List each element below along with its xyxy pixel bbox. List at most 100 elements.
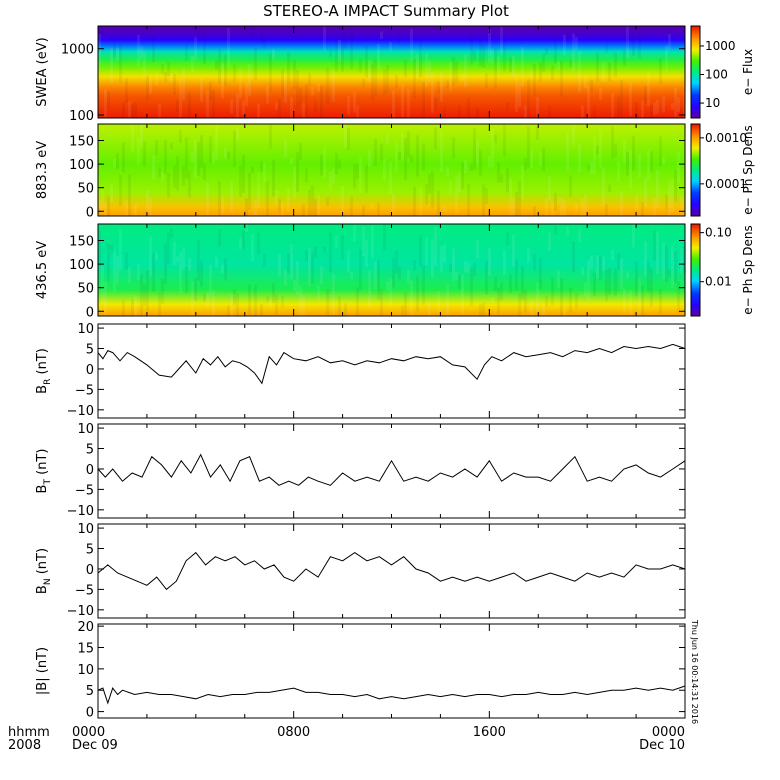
heatmap-texture [389, 278, 392, 307]
heatmap-texture [158, 167, 161, 178]
heatmap-texture [194, 140, 197, 178]
heatmap-texture [551, 277, 554, 306]
heatmap-texture [335, 235, 338, 248]
heatmap-texture [308, 189, 311, 216]
heatmap-texture [314, 99, 317, 113]
heatmap-texture [428, 60, 431, 83]
heatmap-texture [494, 47, 497, 89]
heatmap-texture [209, 81, 212, 101]
heatmap-texture [617, 96, 620, 118]
heatmap-texture [263, 39, 266, 50]
heatmap-texture [404, 291, 407, 316]
heatmap-texture [254, 285, 257, 316]
heatmap-texture [602, 61, 605, 82]
heatmap-texture [173, 241, 176, 266]
heatmap-texture [515, 259, 518, 291]
y-tick-label: 100 [69, 109, 94, 124]
heatmap-texture [530, 148, 533, 169]
heatmap-texture [293, 280, 296, 291]
heatmap-texture [584, 194, 587, 216]
heatmap-texture [575, 202, 578, 212]
heatmap-texture [182, 68, 185, 101]
heatmap-texture [395, 74, 398, 89]
ylabel-bt: BT (nT) [35, 449, 53, 494]
y-tick-label: 5 [86, 343, 94, 358]
heatmap-texture [680, 107, 683, 118]
heatmap-texture [218, 48, 221, 84]
heatmap-texture [560, 60, 563, 97]
heatmap-texture [620, 259, 623, 290]
heatmap-texture [251, 26, 254, 38]
heatmap-texture [608, 267, 611, 296]
heatmap-texture [248, 172, 251, 210]
heatmap-texture [98, 230, 101, 267]
heatmap-texture [335, 153, 338, 175]
heatmap-texture [449, 61, 452, 91]
panel-frame-bmag [97, 623, 686, 719]
heatmap-texture [191, 56, 194, 74]
heatmap-texture [554, 38, 557, 64]
heatmap-texture [110, 244, 113, 253]
heatmap-texture [209, 136, 212, 163]
heatmap-texture [167, 172, 170, 198]
heatmap-texture [368, 60, 371, 83]
heatmap-texture [437, 190, 440, 215]
heatmap-texture [623, 139, 626, 164]
heatmap-texture [614, 144, 617, 157]
heatmap-texture [632, 33, 635, 56]
heatmap-texture [113, 158, 116, 168]
heatmap-texture [200, 260, 203, 287]
heatmap-texture [398, 35, 401, 44]
heatmap-texture [326, 67, 329, 105]
heatmap-texture [386, 281, 389, 291]
heatmap-texture [119, 228, 122, 270]
heatmap-texture [575, 36, 578, 51]
heatmap-texture [482, 42, 485, 68]
colorbar-label-swea: e− Flux [741, 49, 755, 95]
heatmap-texture [635, 101, 638, 118]
heatmap-texture [644, 241, 647, 276]
heatmap-texture [146, 270, 149, 312]
heatmap-texture [473, 263, 476, 277]
heatmap-texture [377, 260, 380, 300]
heatmap-texture [365, 164, 368, 193]
heatmap-texture [416, 54, 419, 78]
heatmap-texture [677, 152, 680, 183]
heatmap-texture [188, 91, 191, 118]
heatmap-texture [542, 303, 545, 316]
heatmap-texture [281, 202, 284, 216]
heatmap-texture [371, 224, 374, 259]
heatmap-texture [350, 196, 353, 216]
heatmap-texture [647, 261, 650, 293]
heatmap-texture [461, 274, 464, 315]
heatmap-texture [512, 234, 515, 267]
heatmap-texture [257, 172, 260, 209]
heatmap-texture [554, 225, 557, 235]
heatmap-texture [185, 137, 188, 179]
heatmap-texture [632, 224, 635, 248]
heatmap-texture [512, 55, 515, 77]
heatmap-texture [509, 57, 512, 73]
heatmap-texture [317, 194, 320, 215]
heatmap-texture [158, 293, 161, 316]
heatmap-texture [425, 53, 428, 87]
heatmap-texture [440, 246, 443, 273]
colorbar-tick-label: 0.0010 [705, 131, 747, 145]
heatmap-texture [677, 281, 680, 313]
ylabel-bmag: |B| (nT) [35, 647, 50, 695]
heatmap-texture [461, 73, 464, 82]
heatmap-texture [347, 127, 350, 151]
heatmap-texture [590, 255, 593, 269]
heatmap-texture [215, 124, 218, 160]
x-tick-label: Dec 09 [72, 738, 118, 753]
heatmap-texture [506, 102, 509, 110]
heatmap-texture [479, 304, 482, 316]
heatmap-texture [599, 129, 602, 168]
heatmap-texture [272, 159, 275, 197]
heatmap-texture [527, 247, 530, 263]
heatmap-texture [164, 244, 167, 285]
ylabel-swea: SWEA (eV) [35, 37, 50, 106]
heatmap-texture [212, 89, 215, 118]
heatmap-texture [332, 168, 335, 184]
heatmap-texture [524, 105, 527, 118]
